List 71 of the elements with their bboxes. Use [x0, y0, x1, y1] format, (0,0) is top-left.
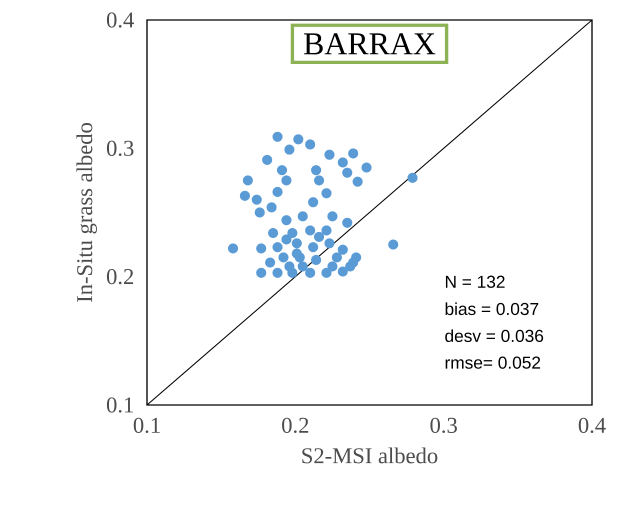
point — [254, 207, 265, 218]
point — [348, 257, 358, 268]
point — [314, 175, 324, 186]
point — [265, 257, 276, 268]
point — [311, 254, 322, 266]
point — [407, 172, 418, 183]
point — [361, 162, 372, 173]
point — [284, 144, 294, 155]
point — [321, 188, 332, 198]
point — [308, 197, 318, 208]
y-tick-label: 0.2 — [106, 268, 134, 284]
annotation: desv = 0.036 — [445, 329, 544, 342]
point — [272, 186, 283, 198]
point — [338, 157, 348, 168]
annotation: N = 132 — [446, 276, 505, 288]
point — [272, 268, 283, 278]
point — [287, 228, 298, 238]
point — [327, 211, 338, 222]
point — [272, 132, 283, 142]
annotation: rmse= 0.052 — [446, 356, 540, 369]
point — [321, 268, 332, 278]
y-tick-label: 0.1 — [106, 397, 133, 413]
point — [305, 139, 316, 150]
x-tick-label: 0.3 — [430, 418, 457, 434]
x-axis-title: S2-MSI albedo — [302, 447, 438, 464]
point — [256, 268, 266, 278]
point — [332, 252, 342, 262]
point — [278, 252, 289, 262]
y-tick-label: 0.3 — [106, 140, 134, 156]
point — [276, 165, 288, 176]
point — [342, 168, 352, 178]
x-tick-label: 0.4 — [578, 418, 606, 434]
point — [298, 211, 308, 222]
point — [272, 242, 283, 252]
point — [342, 218, 352, 228]
annotation: bias = 0.037 — [446, 302, 538, 316]
y-tick-label: 0.4 — [106, 12, 134, 28]
x-tick-label: 0.1 — [134, 418, 160, 434]
point — [281, 234, 292, 245]
point — [327, 261, 338, 272]
point — [284, 261, 294, 272]
y-axis-title: In-Situ grass albedo — [76, 123, 97, 302]
point — [268, 228, 278, 238]
point — [338, 244, 348, 255]
point — [240, 190, 250, 201]
point — [324, 238, 335, 248]
point — [228, 243, 238, 254]
point — [348, 148, 358, 159]
point — [305, 225, 316, 236]
x-tick-label: 0.2 — [282, 418, 308, 434]
point — [352, 176, 363, 187]
point — [321, 225, 332, 236]
point — [292, 238, 302, 248]
point — [338, 266, 348, 277]
point — [281, 175, 292, 186]
point — [242, 175, 253, 186]
point — [281, 215, 292, 226]
point — [308, 242, 318, 252]
point — [293, 134, 304, 144]
point — [298, 261, 308, 272]
point — [292, 248, 302, 259]
point — [256, 243, 266, 254]
point — [252, 194, 262, 205]
chart-title: BARRAX — [304, 33, 436, 54]
point — [311, 165, 322, 176]
point — [266, 202, 277, 212]
point — [388, 240, 398, 250]
point — [314, 232, 324, 242]
point — [324, 150, 335, 160]
point — [305, 268, 316, 278]
point — [262, 154, 272, 165]
